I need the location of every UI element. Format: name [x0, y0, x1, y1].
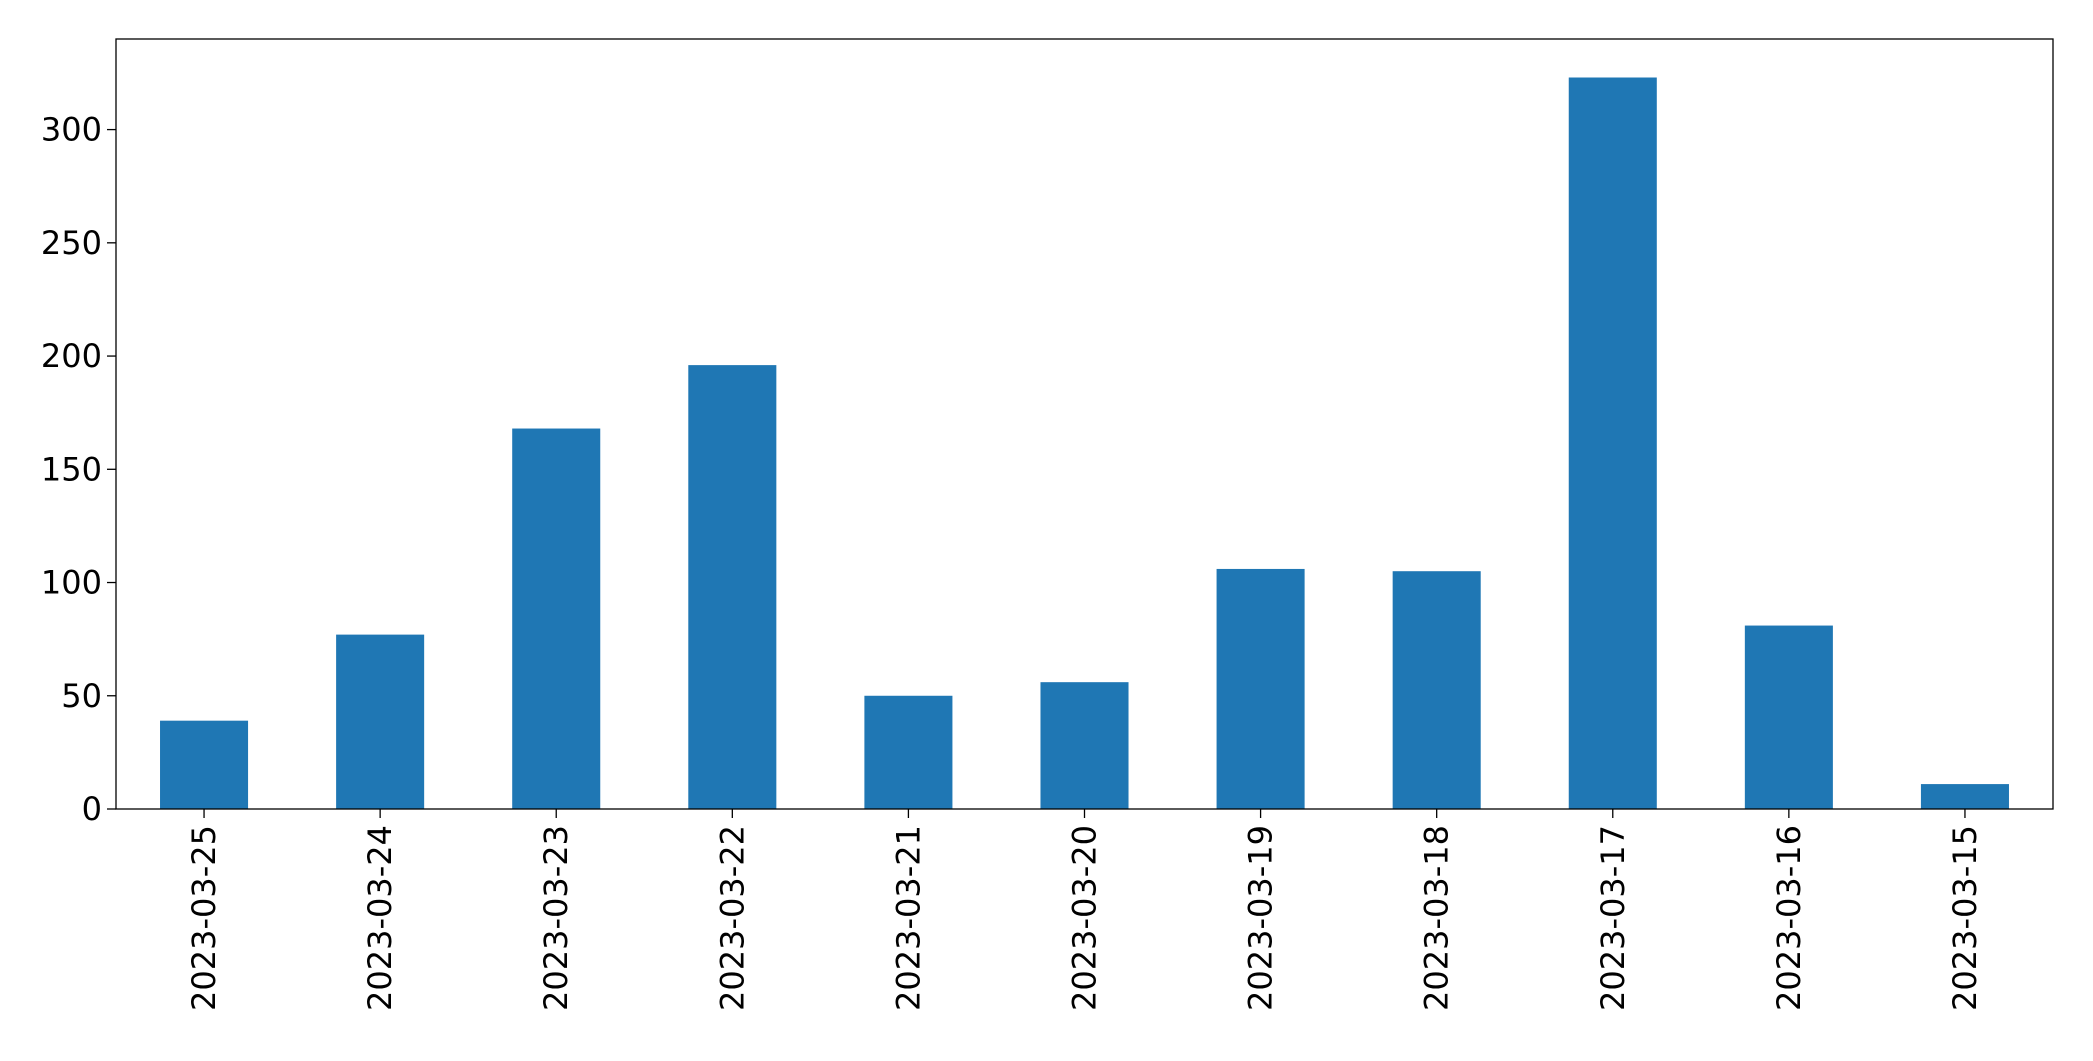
x-tick-label: 2023-03-15	[1946, 825, 1984, 1011]
bar	[1744, 625, 1833, 809]
x-tick-label: 2023-03-25	[185, 825, 223, 1011]
y-tick-label: 150	[41, 450, 102, 488]
x-tick-label: 2023-03-20	[1066, 825, 1104, 1011]
y-tick-label: 50	[61, 677, 102, 715]
plot-frame	[115, 38, 2054, 810]
y-tick-label: 250	[41, 224, 102, 262]
x-tick-label: 2023-03-22	[713, 825, 751, 1011]
x-tick-label: 2023-03-17	[1594, 825, 1632, 1011]
bar	[1216, 568, 1305, 809]
bar	[336, 634, 425, 809]
x-tick-label: 2023-03-18	[1418, 825, 1456, 1011]
bar	[1568, 77, 1657, 809]
x-tick-label: 2023-03-21	[889, 825, 927, 1011]
x-tick-label: 2023-03-16	[1770, 825, 1808, 1011]
bar	[1040, 682, 1129, 809]
x-tick-label: 2023-03-23	[537, 825, 575, 1011]
y-tick-label: 200	[41, 337, 102, 375]
bar	[160, 720, 249, 809]
x-tick-label: 2023-03-19	[1242, 825, 1280, 1011]
bar	[512, 428, 601, 809]
bar	[1920, 784, 2009, 809]
bar	[1392, 571, 1481, 809]
x-tick-label: 2023-03-24	[361, 825, 399, 1011]
y-tick-label: 100	[41, 564, 102, 602]
y-tick-label: 0	[82, 790, 102, 828]
bar	[864, 695, 953, 809]
bar	[688, 365, 777, 809]
y-tick-label: 300	[41, 111, 102, 149]
